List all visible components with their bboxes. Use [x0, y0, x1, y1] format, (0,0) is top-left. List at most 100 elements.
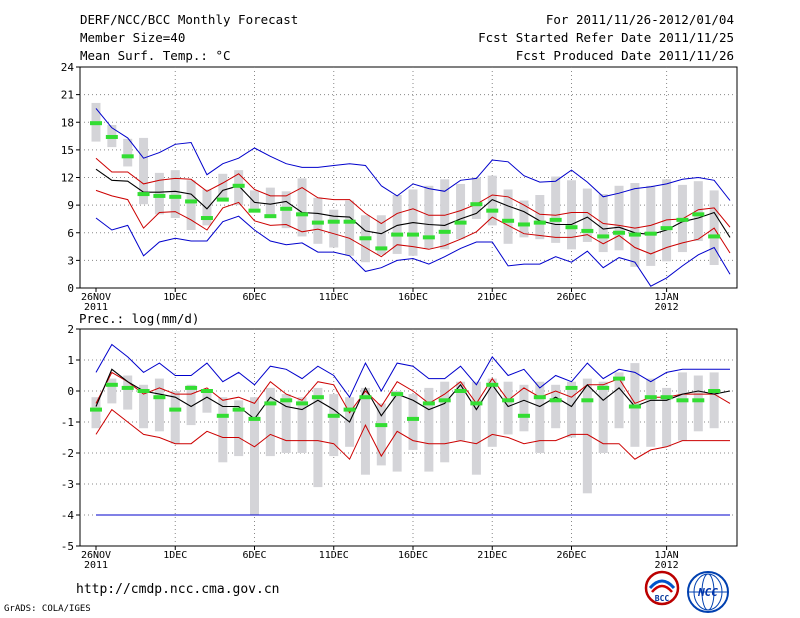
precipitation-spread-box — [456, 381, 466, 441]
precipitation-median-marker — [676, 398, 689, 403]
member-size-label: Member Size=40 — [80, 30, 186, 45]
precipitation-spread-box — [709, 372, 719, 429]
precipitation-spread-box — [551, 384, 561, 429]
temperature-median-marker — [676, 217, 689, 222]
precipitation-ytick-label: -1 — [61, 416, 74, 429]
temperature-line-min — [95, 215, 731, 287]
temperature-median-marker — [343, 219, 356, 224]
temperature-median-marker — [137, 192, 150, 197]
precipitation-spread-box — [186, 384, 196, 426]
precipitation-spread-box — [281, 394, 291, 453]
precipitation-xtick-label: 21DEC — [477, 550, 507, 561]
temperature-median-marker — [90, 121, 102, 126]
precipitation-median-marker — [660, 395, 673, 400]
temperature-spread-box — [551, 176, 561, 243]
temperature-spread-box — [456, 183, 466, 240]
precipitation-median-marker — [533, 395, 546, 400]
temperature-median-marker — [264, 214, 277, 219]
temperature-median-marker — [628, 232, 641, 237]
temperature-line-max — [95, 108, 731, 201]
precipitation-spread-box — [487, 378, 497, 447]
precipitation-spread-box — [234, 400, 244, 457]
precipitation-spread-box — [139, 384, 149, 429]
precipitation-median-marker — [216, 413, 229, 418]
temperature-median-marker — [438, 229, 451, 234]
precipitation-spread-box — [693, 375, 703, 432]
temperature-median-marker — [359, 236, 372, 241]
precipitation-ytick-label: 2 — [67, 323, 74, 336]
precipitation-spread-box — [440, 381, 450, 463]
precipitation-xtick-label: 26DEC — [556, 550, 586, 561]
temperature-ytick-label: 18 — [61, 116, 74, 129]
precipitation-xtick-label: 11DEC — [319, 550, 349, 561]
temperature-xtick-label: 2011 — [84, 302, 108, 313]
precipitation-median-marker — [692, 398, 705, 403]
precipitation-median-marker — [597, 385, 610, 390]
precipitation-median-marker — [105, 382, 118, 387]
precipitation-median-marker — [517, 413, 530, 418]
temperature-spread-box — [535, 194, 545, 240]
precipitation-line-mean — [95, 368, 731, 423]
temperature-median-marker — [502, 218, 515, 223]
precipitation-spread-box — [218, 397, 228, 463]
temperature-spread-box — [567, 180, 576, 250]
temperature-median-marker — [660, 226, 673, 231]
precipitation-median-marker — [121, 385, 134, 390]
precipitation-spread-box — [360, 387, 370, 475]
fcst-started-date: Fcst Started Refer Date 2011/11/25 — [478, 30, 734, 45]
precipitation-median-marker — [470, 401, 483, 406]
precipitation-ytick-label: 1 — [67, 354, 74, 367]
temperature-xtick-label: 1JAN — [655, 292, 679, 303]
temperature-spread-box — [392, 194, 402, 254]
precipitation-median-marker — [153, 395, 166, 400]
temperature-median-marker — [533, 220, 546, 225]
precipitation-ytick-label: -4 — [61, 509, 75, 522]
precipitation-median-marker — [438, 398, 451, 403]
precipitation-spread-box — [250, 397, 259, 515]
precipitation-xtick-label: 2012 — [655, 560, 679, 571]
temperature-median-marker — [121, 154, 134, 159]
temperature-median-marker — [169, 194, 182, 199]
temperature-median-marker — [296, 212, 309, 217]
temperature-median-marker — [105, 134, 118, 139]
temperature-median-marker — [391, 232, 404, 237]
temperature-xtick-label: 11DEC — [319, 292, 349, 303]
precipitation-median-marker — [200, 389, 213, 393]
temperature-ytick-label: 0 — [67, 282, 74, 295]
precipitation-spread-box — [646, 378, 656, 447]
fcst-produced-date: Fcst Produced Date 2011/11/26 — [515, 48, 734, 63]
precipitation-median-marker — [613, 376, 626, 381]
temperature-spread-box — [250, 190, 259, 209]
temperature-median-marker — [153, 193, 166, 198]
precipitation-spread-box — [424, 387, 434, 472]
temperature-spread-box — [202, 189, 212, 226]
temperature-median-marker — [644, 231, 657, 236]
temperature-spread-box — [503, 189, 513, 244]
temperature-median-marker — [613, 230, 626, 235]
temperature-xtick-label: 21DEC — [477, 292, 507, 303]
temperature-median-marker — [216, 197, 229, 202]
temperature-ytick-label: 3 — [67, 254, 74, 267]
temperature-spread-box — [471, 177, 481, 219]
temperature-spread-box — [376, 215, 386, 255]
temperature-spread-box — [218, 173, 228, 202]
temperature-spread-box — [265, 187, 275, 217]
precipitation-median-marker — [565, 385, 578, 390]
precipitation-spread-box — [297, 397, 307, 453]
temperature-ytick-label: 9 — [67, 199, 74, 212]
precipitation-median-marker — [549, 398, 562, 403]
precipitation-median-marker — [137, 389, 150, 393]
temperature-median-marker — [692, 212, 705, 217]
temperature-spread-box — [139, 137, 149, 205]
precipitation-spread-box — [519, 384, 529, 432]
forecast-period: For 2011/11/26-2012/01/04 — [545, 12, 734, 27]
temperature-median-marker — [407, 232, 419, 237]
precipitation-spread-box — [535, 381, 545, 453]
precipitation-plot-frame — [79, 328, 738, 547]
temperature-median-marker — [311, 220, 324, 225]
source-url[interactable]: http://cmdp.ncc.cma.gov.cn — [76, 582, 280, 597]
temperature-median-marker — [565, 225, 578, 230]
temperature-spread-box — [154, 172, 164, 215]
temperature-median-marker — [454, 220, 467, 225]
